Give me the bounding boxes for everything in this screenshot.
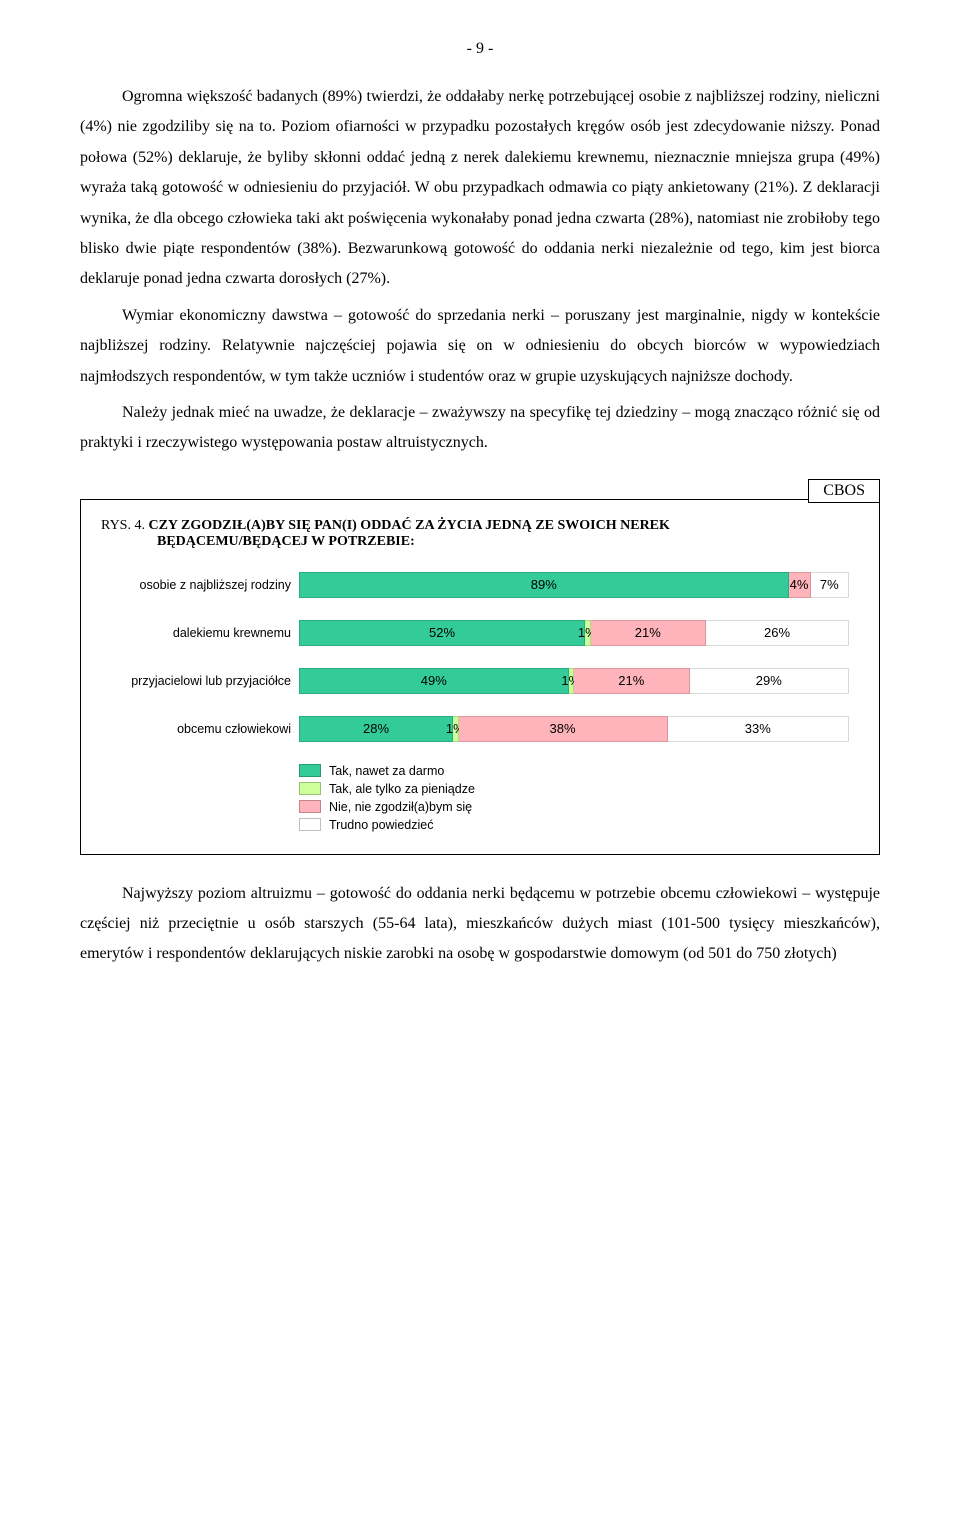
- legend-swatch: [299, 782, 321, 795]
- chart-row: obcemu człowiekowi28%1%38%33%: [111, 716, 849, 742]
- chart-segment: 49%: [299, 668, 569, 694]
- legend-label: Trudno powiedzieć: [329, 818, 433, 832]
- chart-segment: 28%: [299, 716, 453, 742]
- paragraph-2-text: Wymiar ekonomiczny dawstwa – gotowość do…: [80, 307, 880, 385]
- chart-segment: 33%: [668, 716, 850, 742]
- legend-label: Nie, nie zgodził(a)bym się: [329, 800, 472, 814]
- chart-bar: 49%1%21%29%: [299, 668, 849, 694]
- chart-segment: 21%: [591, 620, 707, 646]
- chart-segment: 38%: [459, 716, 668, 742]
- chart-segment: 52%: [299, 620, 585, 646]
- paragraph-4-text: Najwyższy poziom altruizmu – gotowość do…: [80, 885, 880, 963]
- chart-row-label: obcemu człowiekowi: [111, 722, 299, 736]
- paragraph-1-text: Ogromna większość badanych (89%) twierdz…: [80, 88, 880, 287]
- paragraph-4: Najwyższy poziom altruizmu – gotowość do…: [80, 879, 880, 970]
- figure-box: CBOS RYS. 4. CZY ZGODZIŁ(A)BY SIĘ PAN(I)…: [80, 499, 880, 855]
- paragraph-1: Ogromna większość badanych (89%) twierdz…: [80, 82, 880, 295]
- legend-swatch: [299, 764, 321, 777]
- chart-legend: Tak, nawet za darmo Tak, ale tylko za pie…: [299, 764, 859, 832]
- chart-segment: 21%: [574, 668, 690, 694]
- legend-item: Nie, nie zgodził(a)bym się: [299, 800, 859, 814]
- chart-row: dalekiemu krewnemu52%1%21%26%: [111, 620, 849, 646]
- page-number: - 9 -: [80, 40, 880, 58]
- chart-bar: 28%1%38%33%: [299, 716, 849, 742]
- chart-row: osobie z najbliższej rodziny89%4%7%: [111, 572, 849, 598]
- figure-title-line1: CZY ZGODZIŁ(A)BY SIĘ PAN(I) ODDAĆ ZA ŻYC…: [148, 518, 669, 533]
- chart-row: przyjacielowi lub przyjaciółce49%1%21%29…: [111, 668, 849, 694]
- paragraph-3-text: Należy jednak mieć na uwadze, że deklara…: [80, 404, 880, 451]
- paragraph-3: Należy jednak mieć na uwadze, że deklara…: [80, 398, 880, 459]
- chart-row-label: dalekiemu krewnemu: [111, 626, 299, 640]
- figure-rys: RYS. 4.: [101, 518, 148, 533]
- chart-segment: 89%: [299, 572, 789, 598]
- chart-row-label: osobie z najbliższej rodziny: [111, 578, 299, 592]
- legend-label: Tak, nawet za darmo: [329, 764, 444, 778]
- chart-segment: 7%: [811, 572, 850, 598]
- chart-row-label: przyjacielowi lub przyjaciółce: [111, 674, 299, 688]
- legend-item: Trudno powiedzieć: [299, 818, 859, 832]
- chart-segment: 4%: [789, 572, 811, 598]
- chart-bar: 52%1%21%26%: [299, 620, 849, 646]
- bar-chart: osobie z najbliższej rodziny89%4%7% dalek…: [111, 572, 849, 742]
- figure-title-line2: BĘDĄCEMU/BĘDĄCEJ W POTRZEBIE:: [157, 534, 415, 549]
- page: - 9 - Ogromna większość badanych (89%) t…: [0, 0, 960, 1016]
- chart-segment: 26%: [706, 620, 849, 646]
- figure-title: RYS. 4. CZY ZGODZIŁ(A)BY SIĘ PAN(I) ODDA…: [101, 518, 859, 550]
- legend-swatch: [299, 818, 321, 831]
- cbos-label: CBOS: [808, 479, 880, 503]
- legend-item: Tak, ale tylko za pieniądze: [299, 782, 859, 796]
- legend-item: Tak, nawet za darmo: [299, 764, 859, 778]
- paragraph-2: Wymiar ekonomiczny dawstwa – gotowość do…: [80, 301, 880, 392]
- chart-segment: 29%: [690, 668, 850, 694]
- legend-swatch: [299, 800, 321, 813]
- chart-bar: 89%4%7%: [299, 572, 849, 598]
- legend-label: Tak, ale tylko za pieniądze: [329, 782, 475, 796]
